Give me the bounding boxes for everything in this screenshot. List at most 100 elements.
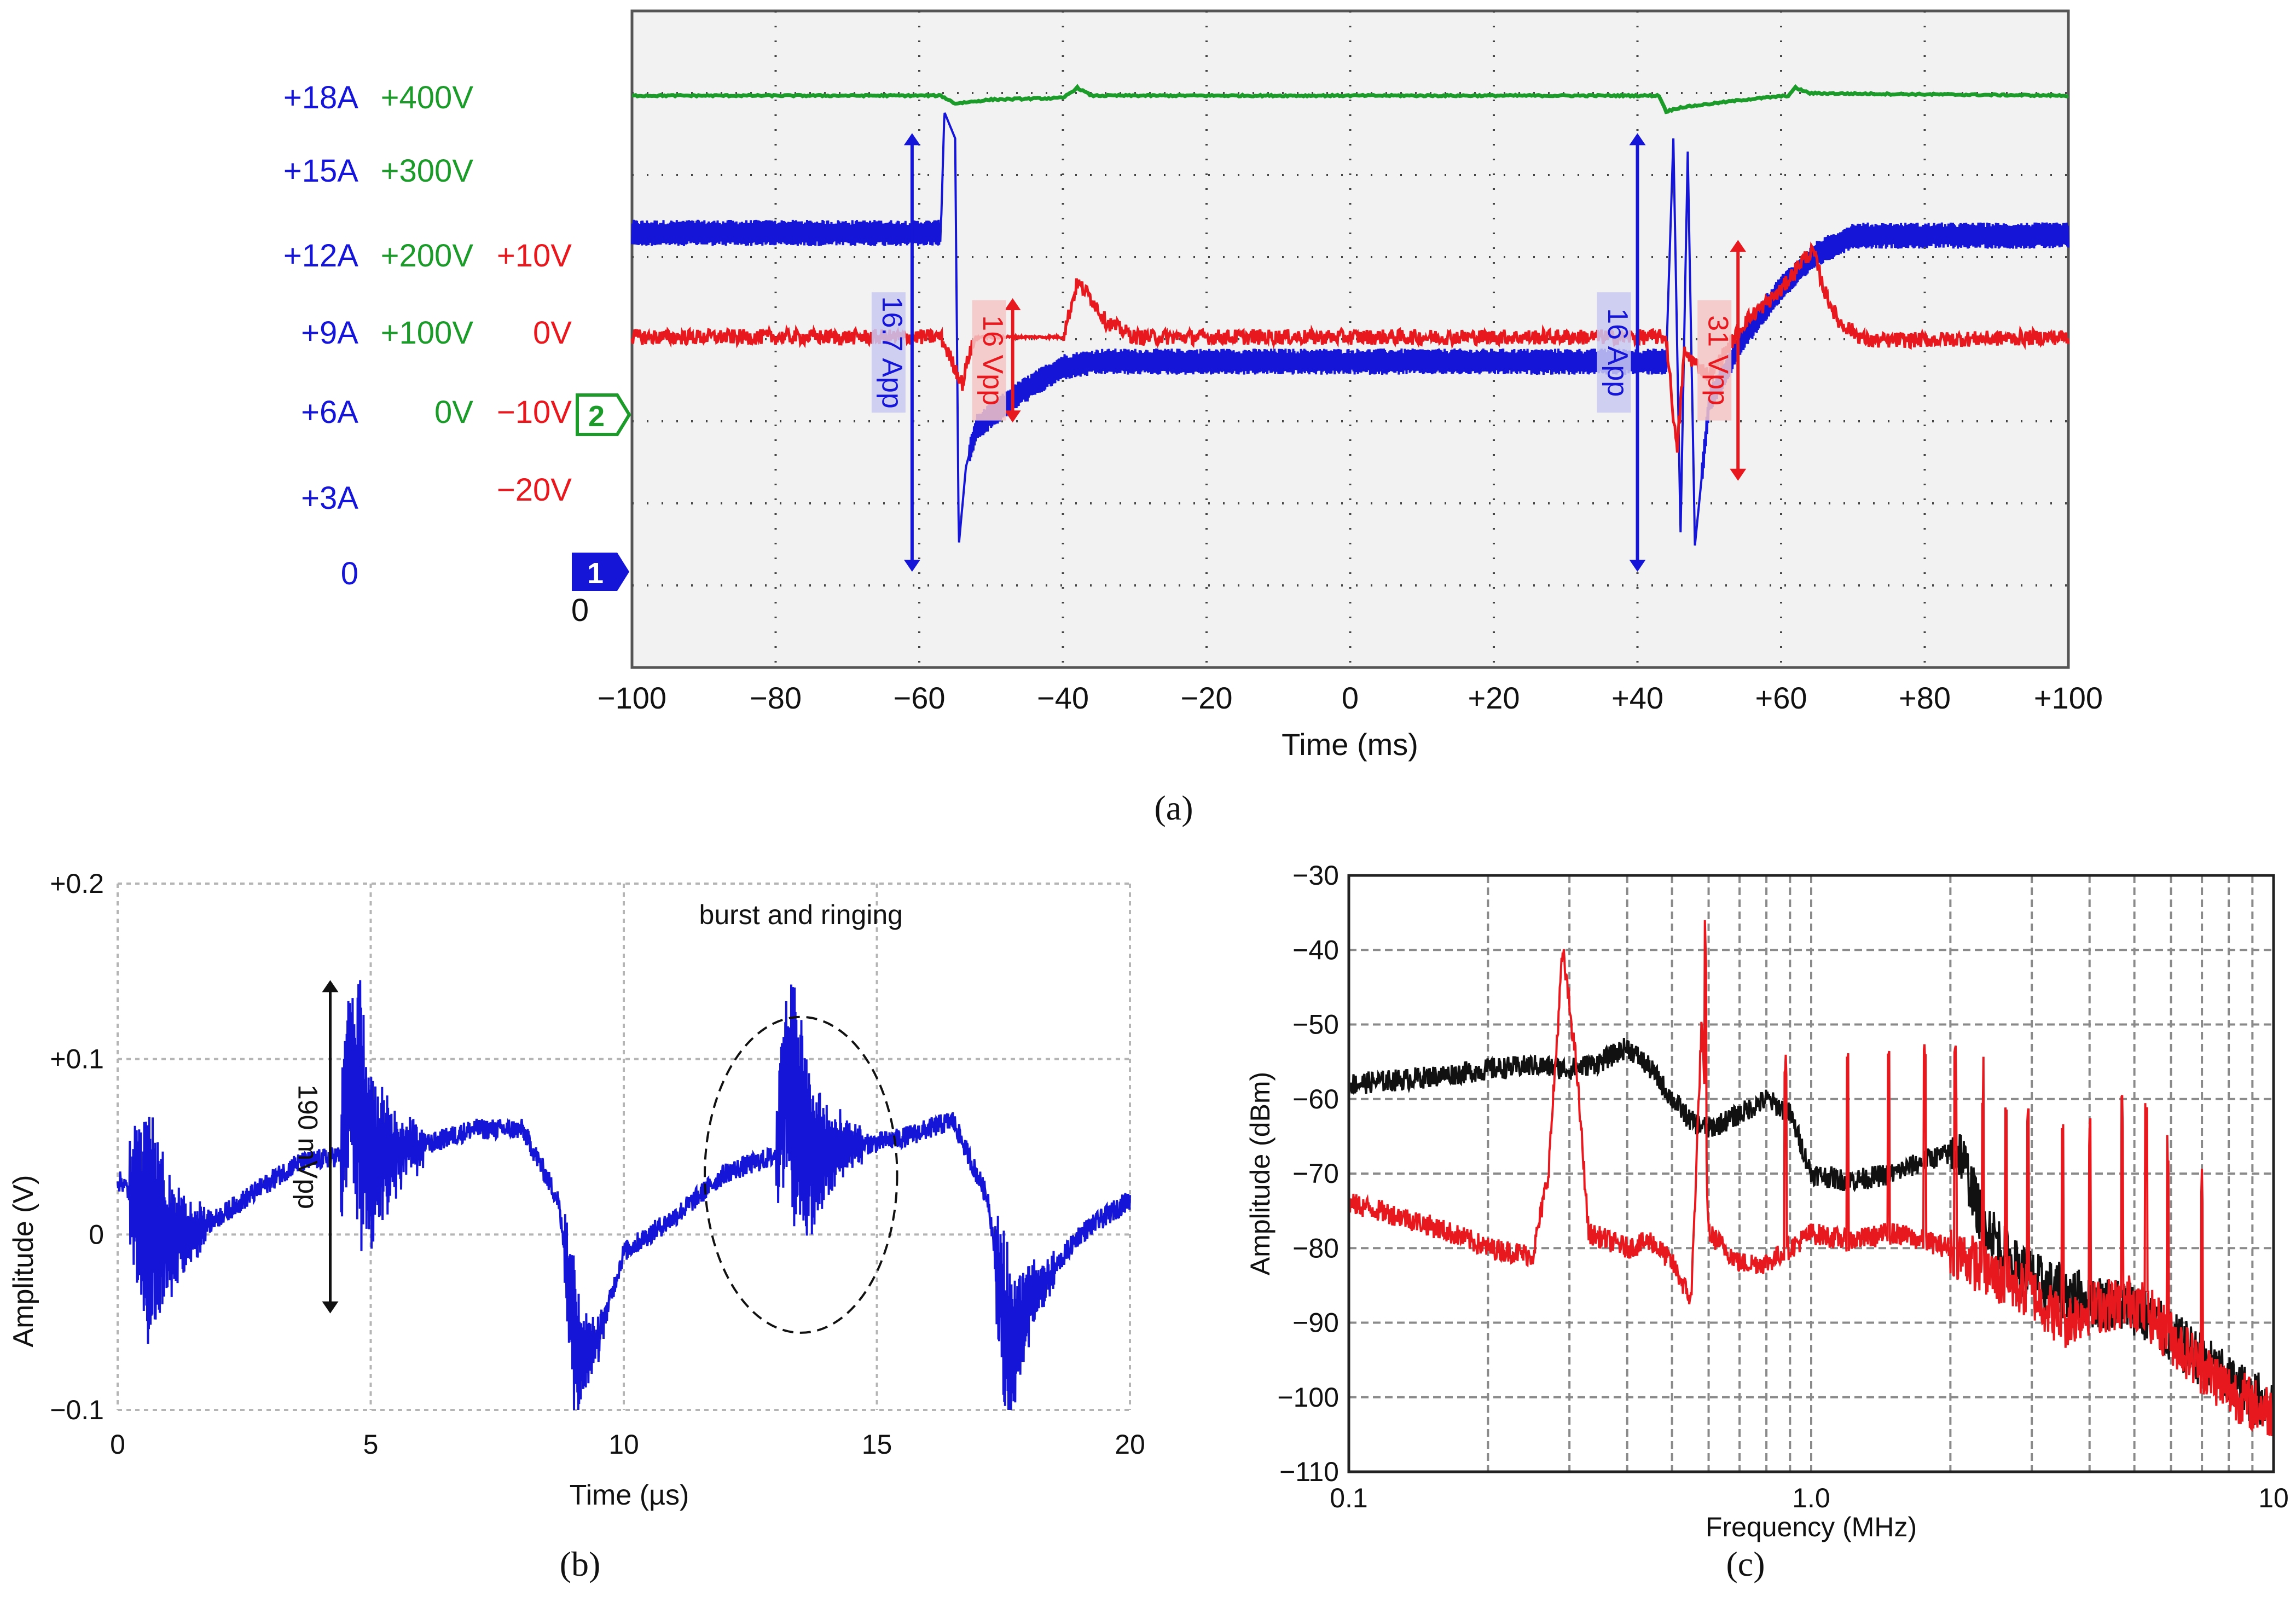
measure-label-background: [972, 300, 1006, 421]
lv-voltage-scale-label: 0V: [533, 315, 572, 351]
measure-arrow-head: [1004, 410, 1021, 423]
hv-voltage-scale-label: +200V: [381, 238, 474, 274]
y-axis-title: Amplitude (dBm): [1245, 1072, 1275, 1275]
y-axis-ticks: −0.1 0 +0.1 +0.2: [50, 868, 104, 1425]
caption-a: (a): [1154, 788, 1193, 827]
x-tick-label: −40: [1037, 681, 1089, 715]
x-tick-label: 10: [608, 1429, 639, 1460]
measure-arrow-head: [1629, 133, 1646, 146]
scope-grid: [632, 11, 2068, 667]
measure-arrow-head: [1730, 468, 1747, 481]
measure-label-background: [871, 292, 906, 413]
x-tick-label: 0.1: [1330, 1483, 1368, 1513]
current-scale-label: +6A: [301, 394, 358, 430]
current-scale-label: +9A: [301, 315, 358, 351]
scope-annotations: 16.7 App 16 Vpp 16 App 31 Vpp: [871, 133, 1747, 572]
current-scale-label: 0: [341, 556, 358, 591]
panel-b-time-domain: 190 mVpp burst and ringing 0 5 10 15 20 −…: [8, 868, 1145, 1583]
hv-voltage-trace: [631, 84, 2069, 114]
measure-arrow-head: [322, 980, 339, 992]
caption-b: (b): [560, 1545, 601, 1583]
measure-label: 16 App: [1602, 308, 1633, 397]
red-spectrum-trace: [1348, 920, 2275, 1436]
hv-voltage-scale-label: +400V: [381, 80, 474, 115]
y-tick-label: 0: [89, 1219, 104, 1250]
current-scale-label: +15A: [283, 153, 358, 189]
x-axis-title: Time (µs): [570, 1479, 689, 1511]
x-tick-label: 10: [2258, 1483, 2289, 1513]
y-tick-label: −90: [1292, 1308, 1339, 1338]
x-axis-ticks: 0 5 10 15 20: [110, 1429, 1145, 1460]
x-tick-label: 15: [862, 1429, 892, 1460]
x-tick-label: 5: [363, 1429, 379, 1460]
x-tick-label: −60: [894, 681, 946, 715]
caption-c: (c): [1726, 1545, 1765, 1583]
measure-label-background: [1697, 300, 1732, 421]
x-tick-label: +100: [2034, 681, 2103, 715]
channel-1-marker: 1: [572, 553, 629, 591]
y-tick-label: −0.1: [50, 1395, 104, 1425]
measure-label: 16.7 App: [876, 297, 908, 409]
plot-frame: [1347, 874, 2275, 1473]
x-tick-label: +60: [1755, 681, 1807, 715]
x-tick-label: 0: [1342, 681, 1359, 715]
current-scale: +18A +15A +12A +9A +6A +3A 0: [283, 80, 358, 591]
x-axis-title: Frequency (MHz): [1706, 1512, 1917, 1542]
y-axis-ticks: −30 −40 −50 −60 −70 −80 −90 −100 −110: [1277, 860, 1339, 1487]
lv-voltage-scale-label: −20V: [497, 472, 572, 508]
y-tick-label: −60: [1292, 1084, 1339, 1114]
y-tick-label: +0.1: [50, 1044, 104, 1075]
x-axis-ticks: 0.1 1.0 10: [1330, 1483, 2289, 1513]
x-tick-label: +80: [1899, 681, 1951, 715]
x-axis-title: Time (ms): [1282, 727, 1418, 762]
measure-arrow-head: [322, 1301, 339, 1314]
measure-label-background: [1597, 292, 1631, 413]
lv-voltage-scale: +10V 0V −10V −20V: [497, 238, 572, 508]
x-tick-label: −100: [598, 681, 666, 715]
hv-voltage-scale: +400V +300V +200V +100V 0V: [381, 80, 474, 430]
measure-arrow-head: [1004, 298, 1021, 310]
lv-voltage-trace: [630, 241, 2070, 453]
channel-1-label: 1: [587, 557, 604, 590]
panel-c-spectrum: 0.1 1.0 10 −30 −40 −50 −60 −70 −80 −90 −…: [1245, 860, 2289, 1583]
measure-arrow-head: [1629, 560, 1646, 572]
y-tick-label: −70: [1292, 1158, 1339, 1189]
y-tick-label: −80: [1292, 1233, 1339, 1263]
plot-traces: [117, 980, 1131, 1410]
plot-annotations: 190 mVpp burst and ringing: [292, 899, 903, 1334]
measure-label: 190 mVpp: [292, 1084, 323, 1209]
lv-voltage-scale-label: −10V: [497, 394, 572, 430]
panel-a-oscilloscope: 16.7 App 16 Vpp 16 App 31 Vpp +18A +15A +12…: [283, 9, 2103, 827]
annotation-label: burst and ringing: [699, 899, 903, 930]
y-tick-label: +0.2: [50, 868, 104, 899]
y-tick-label: −50: [1292, 1009, 1339, 1040]
x-tick-label: 1.0: [1792, 1483, 1830, 1513]
current-scale-label: +18A: [283, 80, 358, 115]
current-scale-label: +12A: [283, 238, 358, 274]
y-axis-title: Amplitude (V): [8, 1175, 39, 1348]
channel-2-label: 2: [588, 400, 605, 433]
plot-grid: [1349, 875, 2274, 1472]
hv-voltage-scale-label: 0V: [434, 394, 473, 430]
plot-grid: [117, 883, 1131, 1411]
y-tick-label: −100: [1277, 1382, 1339, 1413]
scope-traces: [630, 84, 2070, 546]
y-tick-label: −40: [1292, 934, 1339, 965]
current-scale-label: +3A: [301, 480, 358, 516]
noise-trace: [117, 980, 1131, 1410]
burst-highlight-ellipse: [704, 1015, 898, 1334]
x-tick-label: +20: [1468, 681, 1520, 715]
hv-voltage-scale-label: +300V: [381, 153, 474, 189]
x-tick-label: −80: [750, 681, 802, 715]
current-trace: [631, 112, 2069, 546]
y-tick-label: −30: [1292, 860, 1339, 891]
x-tick-label: +40: [1611, 681, 1663, 715]
ground-label: 0: [571, 593, 589, 628]
hv-voltage-scale-label: +100V: [381, 315, 474, 351]
y-tick-label: −110: [1279, 1456, 1339, 1487]
x-tick-label: 20: [1115, 1429, 1145, 1460]
measure-arrow-head: [903, 133, 920, 146]
channel-2-marker: 2: [576, 393, 631, 436]
lv-voltage-scale-label: +10V: [497, 238, 572, 274]
